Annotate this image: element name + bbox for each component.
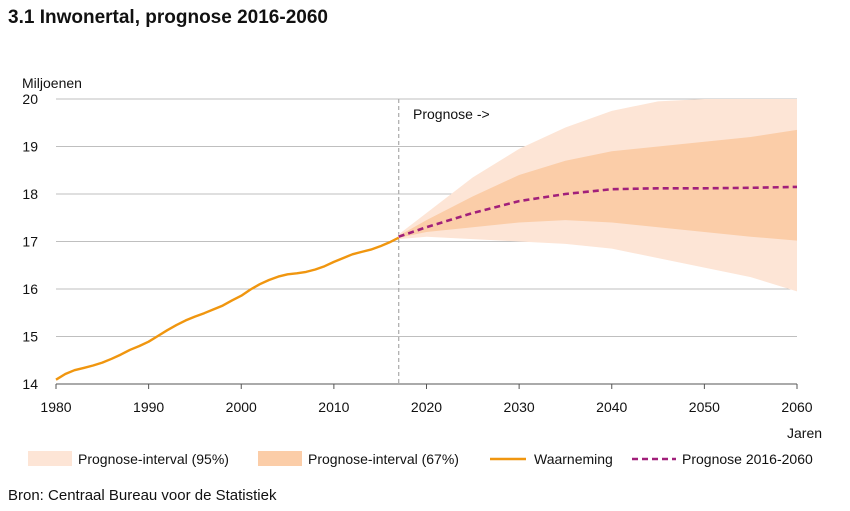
x-tick-label: 1980 bbox=[40, 399, 71, 415]
x-tick-label: 2010 bbox=[318, 399, 349, 415]
observed-line bbox=[55, 236, 400, 381]
x-tick-label: 2020 bbox=[411, 399, 442, 415]
axes: 14 15 16 17 18 19 20 1980 1990 2000 2010 2020 2030 20… bbox=[22, 91, 812, 415]
y-tick-label: 17 bbox=[22, 234, 38, 250]
x-tick-label: 2040 bbox=[596, 399, 627, 415]
forecast-line bbox=[398, 185, 798, 238]
legend-label: Waarneming bbox=[534, 451, 613, 467]
legend-swatch-band95 bbox=[28, 451, 72, 466]
x-tick-label: 2060 bbox=[781, 399, 812, 415]
y-tick-label: 16 bbox=[22, 281, 38, 297]
chart-title: 3.1 Inwonertal, prognose 2016-2060 bbox=[8, 7, 328, 28]
prognosis-annotation: Prognose -> bbox=[413, 106, 490, 122]
legend-swatch-band67 bbox=[258, 451, 302, 466]
y-tick-label: 15 bbox=[22, 329, 38, 345]
y-tick-label: 19 bbox=[22, 139, 38, 155]
series-lines bbox=[55, 185, 798, 381]
source-note: Bron: Centraal Bureau voor de Statistiek bbox=[8, 487, 277, 504]
x-tick-label: 2050 bbox=[689, 399, 720, 415]
prognosis-bands bbox=[398, 99, 797, 292]
x-tick-label: 2030 bbox=[504, 399, 535, 415]
x-axis-title: Jaren bbox=[787, 425, 822, 441]
legend: Prognose-interval (95%) Prognose-interval… bbox=[28, 451, 813, 467]
band-67-area bbox=[398, 129, 797, 241]
y-axis-title: Miljoenen bbox=[22, 75, 82, 91]
legend-label: Prognose-interval (67%) bbox=[308, 451, 459, 467]
x-tick-label: 2000 bbox=[226, 399, 257, 415]
legend-label: Prognose-interval (95%) bbox=[78, 451, 229, 467]
legend-label: Prognose 2016-2060 bbox=[682, 451, 813, 467]
x-tick-label: 1990 bbox=[133, 399, 164, 415]
y-tick-label: 20 bbox=[22, 91, 38, 107]
y-tick-label: 18 bbox=[22, 186, 38, 202]
y-tick-label: 14 bbox=[22, 376, 38, 392]
